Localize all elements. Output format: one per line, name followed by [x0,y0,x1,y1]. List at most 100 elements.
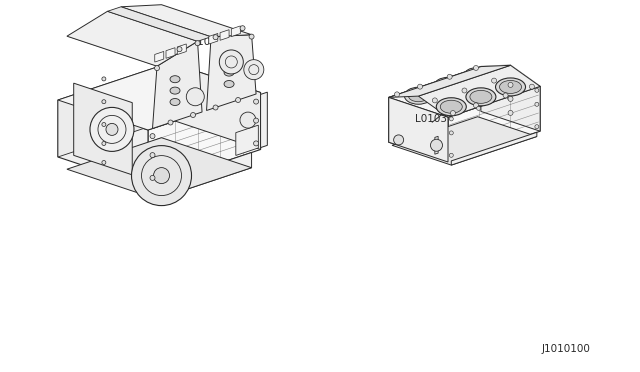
Circle shape [240,112,256,128]
Circle shape [102,160,106,164]
Circle shape [451,110,456,116]
Polygon shape [481,67,540,131]
Circle shape [90,108,134,151]
Ellipse shape [170,87,180,94]
Circle shape [195,41,200,46]
Circle shape [394,135,404,145]
Circle shape [503,93,508,98]
Ellipse shape [495,78,525,96]
Polygon shape [155,51,164,62]
Circle shape [474,65,479,70]
Circle shape [449,153,453,157]
Polygon shape [388,97,448,162]
Circle shape [220,50,243,74]
Circle shape [131,145,191,206]
Circle shape [431,139,442,151]
Circle shape [508,110,513,115]
Circle shape [535,88,539,92]
Ellipse shape [224,69,234,76]
Circle shape [102,141,106,145]
Ellipse shape [434,77,462,94]
Ellipse shape [436,98,467,116]
Circle shape [253,141,259,146]
Ellipse shape [470,90,492,103]
Polygon shape [388,65,511,97]
Circle shape [508,83,513,87]
Circle shape [447,74,452,79]
Polygon shape [74,83,132,175]
Polygon shape [419,65,540,117]
Ellipse shape [170,76,180,83]
Ellipse shape [440,100,462,113]
Ellipse shape [468,70,488,82]
Polygon shape [148,93,260,187]
Polygon shape [451,132,537,165]
Circle shape [492,78,497,83]
Polygon shape [220,30,229,40]
Circle shape [213,105,218,110]
Ellipse shape [404,87,433,104]
Polygon shape [58,62,170,157]
Ellipse shape [463,67,492,84]
Circle shape [244,60,264,80]
Polygon shape [121,5,252,37]
Polygon shape [67,138,252,199]
Polygon shape [177,44,186,55]
Polygon shape [388,67,540,117]
Ellipse shape [466,88,496,106]
Circle shape [150,176,155,180]
Circle shape [474,103,479,108]
Circle shape [462,88,467,93]
Text: 10102: 10102 [184,37,218,47]
Polygon shape [392,117,537,165]
Circle shape [508,96,513,102]
Polygon shape [209,33,218,44]
Polygon shape [170,62,260,150]
Ellipse shape [224,58,234,65]
Ellipse shape [438,80,458,92]
Circle shape [168,120,173,125]
Circle shape [154,65,159,71]
Polygon shape [260,92,268,148]
Circle shape [154,168,170,184]
Circle shape [150,153,155,158]
Circle shape [186,88,204,106]
Circle shape [417,84,422,89]
Polygon shape [58,100,148,187]
Text: J1010100: J1010100 [541,344,590,354]
Circle shape [106,124,118,135]
Polygon shape [152,41,202,128]
Circle shape [191,112,196,118]
Polygon shape [108,7,211,41]
Polygon shape [207,35,256,110]
Circle shape [102,77,106,81]
Polygon shape [58,62,260,130]
Polygon shape [388,67,481,142]
Circle shape [449,117,453,121]
Ellipse shape [224,80,234,87]
Circle shape [253,118,259,123]
Circle shape [177,47,182,52]
Circle shape [394,92,399,97]
Circle shape [102,122,106,126]
Polygon shape [166,48,175,58]
Circle shape [477,106,481,110]
Circle shape [102,100,106,104]
Circle shape [433,98,437,103]
Polygon shape [388,97,448,162]
Circle shape [508,96,511,100]
Circle shape [253,99,259,104]
Circle shape [249,34,254,39]
Circle shape [529,84,534,89]
Circle shape [240,26,245,31]
Ellipse shape [500,80,522,93]
Circle shape [236,97,241,103]
Ellipse shape [170,99,180,106]
Circle shape [449,131,453,135]
Circle shape [535,102,539,106]
Circle shape [150,134,155,139]
Polygon shape [236,125,259,155]
Polygon shape [448,86,540,162]
Ellipse shape [408,90,428,102]
Polygon shape [435,136,438,154]
